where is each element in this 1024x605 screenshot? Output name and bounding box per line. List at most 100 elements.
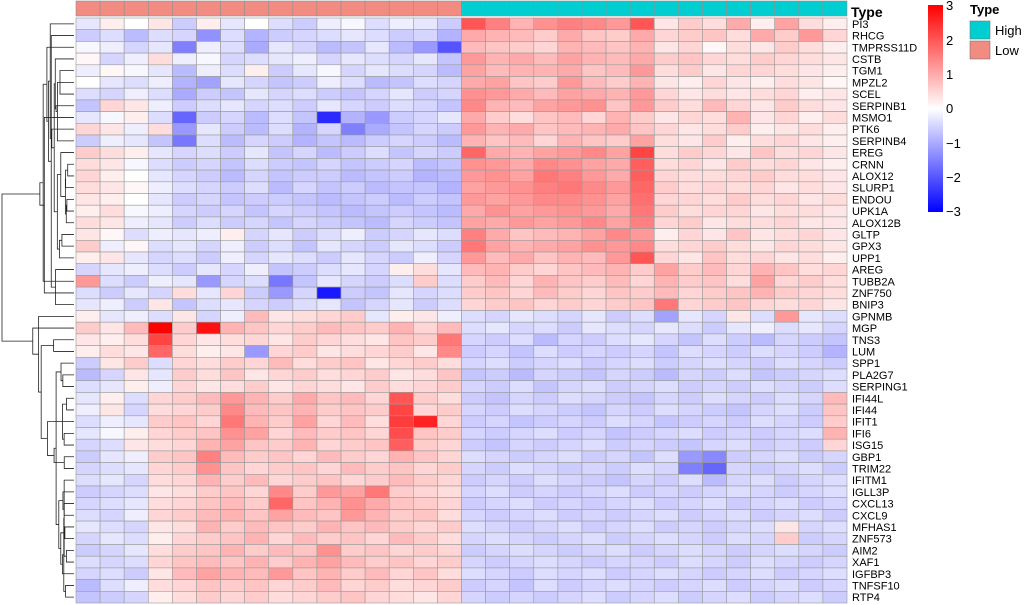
heatmap-cell (292, 169, 318, 183)
heatmap-cell (75, 333, 101, 346)
heatmap-cell (678, 240, 703, 253)
heatmap-cell (605, 473, 631, 487)
heatmap-cell (147, 263, 173, 276)
heatmap-cell (340, 146, 366, 159)
heatmap-cell (172, 216, 197, 229)
heatmap-cell (292, 99, 318, 112)
heatmap-cell (413, 134, 438, 147)
heatmap-cell (533, 579, 559, 592)
heatmap-cell (702, 579, 727, 592)
heatmap-cell (461, 87, 486, 101)
heatmap-cell (99, 240, 125, 253)
row-label: AREG (852, 265, 883, 277)
heatmap-cell (388, 87, 414, 101)
heatmap-cell (485, 275, 510, 288)
heatmap-cell (75, 356, 101, 370)
heatmap-cell (123, 216, 149, 229)
heatmap-cell (774, 64, 800, 77)
heatmap-cell (702, 321, 727, 335)
heatmap-cell (220, 17, 245, 30)
heatmap-cell (605, 146, 631, 159)
heatmap-cell (774, 99, 800, 112)
heatmap-cell (388, 158, 414, 171)
annotation-cell (702, 0, 727, 17)
heatmap-cell (605, 134, 631, 147)
heatmap-cell (437, 228, 462, 241)
heatmap-cell (461, 169, 486, 183)
heatmap-cell (678, 427, 703, 440)
heatmap-cell (653, 275, 679, 288)
heatmap-cell (557, 368, 583, 381)
heatmap-cell (557, 298, 583, 311)
heatmap-cell (509, 87, 535, 101)
heatmap-cell (123, 532, 149, 545)
heatmap-cell (678, 64, 703, 77)
annotation-cell (364, 0, 390, 17)
heatmap-cell (244, 41, 270, 54)
heatmap-cell (268, 99, 294, 112)
heatmap-cell (605, 228, 631, 241)
heatmap-cell (629, 567, 655, 580)
heatmap-cell (220, 64, 245, 77)
heatmap-cell (388, 146, 414, 159)
heatmap-cell (485, 251, 510, 264)
heatmap-cell (437, 146, 462, 159)
heatmap-cell (147, 146, 173, 159)
heatmap-cell (461, 240, 486, 253)
heatmap-cell (364, 509, 390, 522)
heatmap-cell (99, 216, 125, 229)
heatmap-cell (388, 427, 414, 440)
heatmap-cell (147, 579, 173, 592)
heatmap-cell (172, 29, 197, 42)
heatmap-cell (364, 146, 390, 159)
heatmap-cell (581, 368, 607, 381)
heatmap-cell (75, 392, 101, 405)
heatmap-cell (292, 251, 318, 264)
heatmap-cell (557, 263, 583, 276)
heatmap-cell (316, 64, 342, 77)
dendrogram-branch (63, 503, 74, 516)
heatmap-cell (364, 462, 390, 475)
heatmap-cell (750, 345, 776, 358)
heatmap-cell (147, 438, 173, 452)
heatmap-cell (678, 392, 703, 405)
heatmap-cell (75, 438, 101, 452)
dendrogram-branch (48, 80, 52, 162)
heatmap-cell (316, 509, 342, 522)
heatmap-cell (702, 123, 727, 136)
heatmap-cell (123, 544, 149, 557)
heatmap-cell (268, 87, 294, 101)
heatmap-cell (99, 310, 125, 323)
heatmap-cell (822, 438, 848, 452)
annotation-cell (798, 0, 824, 17)
dendrogram-branch (67, 163, 74, 177)
heatmap-cell (461, 497, 486, 510)
heatmap-cell (244, 450, 270, 463)
annotation-cell (678, 0, 703, 17)
heatmap-cell (172, 17, 197, 30)
heatmap-cell (75, 485, 101, 498)
heatmap-cell (485, 427, 510, 440)
heatmap-cell (822, 403, 848, 417)
heatmap-cell (388, 509, 414, 522)
heatmap-cell (147, 380, 173, 393)
heatmap-cell (750, 392, 776, 405)
heatmap-cell (220, 520, 245, 534)
heatmap-cell (726, 544, 751, 557)
heatmap-cell (653, 485, 679, 498)
heatmap-cell (268, 204, 294, 218)
heatmap-cell (798, 427, 824, 440)
heatmap-cell (75, 427, 101, 440)
heatmap-cell (822, 532, 848, 545)
heatmap-cell (557, 509, 583, 522)
heatmap-cell (147, 310, 173, 323)
heatmap-cell (533, 392, 559, 405)
heatmap-cell (413, 41, 438, 54)
heatmap-cell (123, 240, 149, 253)
heatmap-cell (413, 590, 438, 604)
heatmap-cell (220, 204, 245, 218)
heatmap-cell (485, 450, 510, 463)
heatmap-cell (678, 29, 703, 42)
heatmap-cell (798, 345, 824, 358)
heatmap-cell (413, 415, 438, 428)
